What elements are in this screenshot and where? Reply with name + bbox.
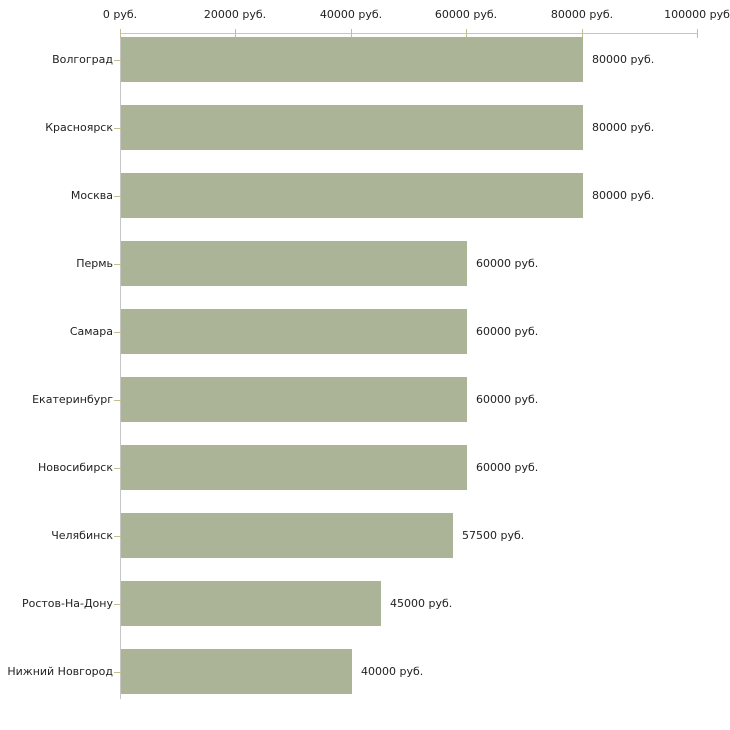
category-label: Красноярск bbox=[45, 121, 113, 134]
category-label: Челябинск bbox=[51, 529, 113, 542]
category-label: Пермь bbox=[76, 257, 113, 270]
x-axis-tick bbox=[466, 29, 467, 38]
bar bbox=[121, 105, 583, 150]
category-label: Нижний Новгород bbox=[7, 665, 113, 678]
value-label: 80000 руб. bbox=[592, 189, 655, 202]
x-axis-tick-label: 100000 руб bbox=[664, 8, 730, 21]
category-label: Ростов-На-Дону bbox=[21, 597, 113, 610]
category-label: Новосибирск bbox=[37, 461, 113, 474]
bar bbox=[121, 377, 467, 422]
y-axis-tick bbox=[114, 128, 121, 129]
bar bbox=[121, 649, 352, 694]
x-axis-tick-label: 0 руб. bbox=[102, 8, 138, 21]
y-axis-tick bbox=[114, 536, 121, 537]
bar bbox=[121, 241, 467, 286]
x-axis-tick bbox=[697, 29, 698, 38]
y-axis-tick bbox=[114, 400, 121, 401]
bar bbox=[121, 445, 467, 490]
y-axis-tick bbox=[114, 672, 121, 673]
x-axis-tick bbox=[582, 29, 583, 38]
value-label: 60000 руб. bbox=[476, 257, 539, 270]
value-label: 57500 руб. bbox=[462, 529, 525, 542]
y-axis-line bbox=[120, 33, 121, 699]
x-axis-tick-label: 60000 руб. bbox=[434, 8, 498, 21]
x-axis-tick bbox=[351, 29, 352, 38]
bar bbox=[121, 309, 467, 354]
value-label: 80000 руб. bbox=[592, 121, 655, 134]
value-label: 60000 руб. bbox=[476, 325, 539, 338]
value-label: 60000 руб. bbox=[476, 461, 539, 474]
bar bbox=[121, 513, 453, 558]
y-axis-tick bbox=[114, 332, 121, 333]
y-axis-tick bbox=[114, 604, 121, 605]
category-label: Москва bbox=[70, 189, 113, 202]
y-axis-tick bbox=[114, 468, 121, 469]
x-axis-tick bbox=[120, 29, 121, 38]
bar bbox=[121, 173, 583, 218]
value-label: 45000 руб. bbox=[390, 597, 453, 610]
value-label: 40000 руб. bbox=[361, 665, 424, 678]
value-label: 60000 руб. bbox=[476, 393, 539, 406]
x-axis-tick bbox=[235, 29, 236, 38]
y-axis-tick bbox=[114, 264, 121, 265]
y-axis-tick bbox=[114, 196, 121, 197]
category-label: Самара bbox=[69, 325, 113, 338]
bar bbox=[121, 581, 381, 626]
value-label: 80000 руб. bbox=[592, 53, 655, 66]
bar bbox=[121, 37, 583, 82]
x-axis-line bbox=[120, 33, 698, 34]
x-axis-tick-label: 40000 руб. bbox=[319, 8, 383, 21]
category-label: Волгоград bbox=[52, 53, 113, 66]
x-axis-tick-label: 20000 руб. bbox=[203, 8, 267, 21]
category-label: Екатеринбург bbox=[32, 393, 113, 406]
x-axis-tick-label: 80000 руб. bbox=[550, 8, 614, 21]
y-axis-tick bbox=[114, 60, 121, 61]
